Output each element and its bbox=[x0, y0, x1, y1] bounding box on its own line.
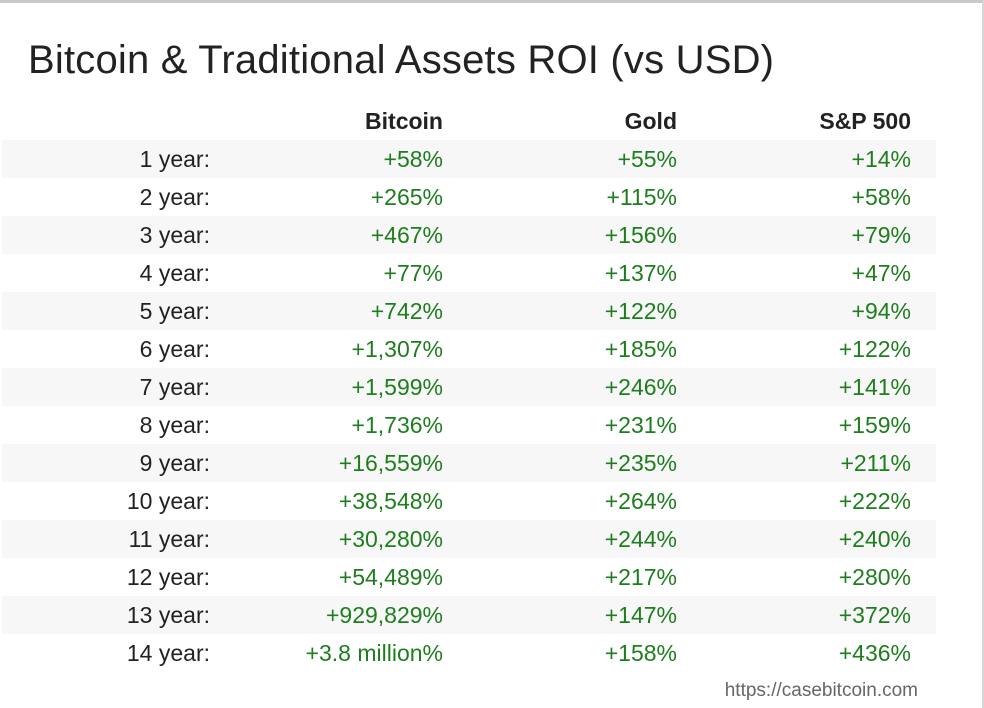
period-label: 3 year: bbox=[139, 221, 210, 248]
header-period bbox=[2, 102, 210, 140]
gold-roi: +217% bbox=[604, 563, 677, 590]
sp500-roi: +159% bbox=[838, 411, 911, 438]
table-row: 1 year: +58% +55% +14% bbox=[2, 140, 936, 178]
row-spacer bbox=[911, 406, 936, 444]
gold-roi: +137% bbox=[604, 259, 677, 286]
header-bitcoin: Bitcoin bbox=[365, 107, 443, 134]
period-label: 8 year: bbox=[139, 411, 210, 438]
table-row: 8 year: +1,736% +231% +159% bbox=[2, 406, 936, 444]
top-divider bbox=[0, 0, 984, 3]
sp500-roi: +58% bbox=[851, 183, 911, 210]
gold-roi: +244% bbox=[604, 525, 677, 552]
row-spacer bbox=[911, 330, 936, 368]
gold-roi: +55% bbox=[617, 145, 677, 172]
bitcoin-roi: +1,736% bbox=[351, 411, 443, 438]
gold-roi: +246% bbox=[604, 373, 677, 400]
period-label: 4 year: bbox=[139, 259, 210, 286]
gold-roi: +147% bbox=[604, 601, 677, 628]
period-label: 13 year: bbox=[126, 601, 210, 628]
gold-roi: +185% bbox=[604, 335, 677, 362]
period-label: 5 year: bbox=[139, 297, 210, 324]
row-spacer bbox=[911, 558, 936, 596]
header-sp500: S&P 500 bbox=[819, 107, 911, 134]
bitcoin-roi: +77% bbox=[383, 259, 443, 286]
gold-roi: +235% bbox=[604, 449, 677, 476]
sp500-roi: +211% bbox=[840, 449, 911, 476]
row-spacer bbox=[911, 254, 936, 292]
sp500-roi: +94% bbox=[851, 297, 911, 324]
bitcoin-roi: +3.8 million% bbox=[305, 639, 443, 666]
sp500-roi: +122% bbox=[838, 335, 911, 362]
row-spacer bbox=[911, 444, 936, 482]
header-gold: Gold bbox=[624, 107, 677, 134]
gold-roi: +158% bbox=[604, 639, 677, 666]
row-spacer bbox=[911, 368, 936, 406]
table-row: 2 year: +265% +115% +58% bbox=[2, 178, 936, 216]
sp500-roi: +79% bbox=[851, 221, 911, 248]
table-row: 3 year: +467% +156% +79% bbox=[2, 216, 936, 254]
bitcoin-roi: +265% bbox=[370, 183, 443, 210]
row-spacer bbox=[911, 178, 936, 216]
period-label: 1 year: bbox=[139, 145, 210, 172]
period-label: 11 year: bbox=[128, 525, 210, 552]
source-link[interactable]: https://casebitcoin.com bbox=[724, 680, 918, 701]
period-label: 14 year: bbox=[126, 639, 210, 666]
gold-roi: +156% bbox=[604, 221, 677, 248]
bitcoin-roi: +30,280% bbox=[338, 525, 443, 552]
period-label: 10 year: bbox=[126, 487, 210, 514]
sp500-roi: +436% bbox=[838, 639, 911, 666]
gold-roi: +122% bbox=[604, 297, 677, 324]
table-row: 9 year: +16,559% +235% +211% bbox=[2, 444, 936, 482]
table-header-row: Bitcoin Gold S&P 500 bbox=[2, 102, 936, 140]
row-spacer bbox=[911, 634, 936, 672]
sp500-roi: +280% bbox=[838, 563, 911, 590]
table-row: 13 year: +929,829% +147% +372% bbox=[2, 596, 936, 634]
bitcoin-roi: +54,489% bbox=[338, 563, 443, 590]
table-row: 11 year: +30,280% +244% +240% bbox=[2, 520, 936, 558]
table-row: 5 year: +742% +122% +94% bbox=[2, 292, 936, 330]
table-row: 14 year: +3.8 million% +158% +436% bbox=[2, 634, 936, 672]
bitcoin-roi: +929,829% bbox=[325, 601, 443, 628]
table-row: 6 year: +1,307% +185% +122% bbox=[2, 330, 936, 368]
bitcoin-roi: +467% bbox=[370, 221, 443, 248]
bitcoin-roi: +742% bbox=[370, 297, 443, 324]
sp500-roi: +47% bbox=[851, 259, 911, 286]
sp500-roi: +240% bbox=[838, 525, 911, 552]
row-spacer bbox=[911, 216, 936, 254]
gold-roi: +115% bbox=[606, 183, 677, 210]
sp500-roi: +222% bbox=[838, 487, 911, 514]
roi-table: Bitcoin Gold S&P 500 1 year: +58% +55% +… bbox=[2, 102, 936, 672]
row-spacer bbox=[911, 596, 936, 634]
gold-roi: +264% bbox=[604, 487, 677, 514]
period-label: 9 year: bbox=[139, 449, 210, 476]
row-spacer bbox=[911, 520, 936, 558]
table-row: 7 year: +1,599% +246% +141% bbox=[2, 368, 936, 406]
bitcoin-roi: +16,559% bbox=[338, 449, 443, 476]
sp500-roi: +372% bbox=[838, 601, 911, 628]
page-title: Bitcoin & Traditional Assets ROI (vs USD… bbox=[28, 38, 775, 82]
right-divider bbox=[982, 0, 984, 708]
period-label: 7 year: bbox=[139, 373, 210, 400]
row-spacer bbox=[911, 482, 936, 520]
period-label: 2 year: bbox=[139, 183, 210, 210]
bitcoin-roi: +38,548% bbox=[338, 487, 443, 514]
table-row: 12 year: +54,489% +217% +280% bbox=[2, 558, 936, 596]
bitcoin-roi: +1,307% bbox=[351, 335, 443, 362]
table-row: 4 year: +77% +137% +47% bbox=[2, 254, 936, 292]
sp500-roi: +141% bbox=[838, 373, 911, 400]
bitcoin-roi: +1,599% bbox=[351, 373, 443, 400]
sp500-roi: +14% bbox=[851, 145, 911, 172]
row-spacer bbox=[911, 140, 936, 178]
table-row: 10 year: +38,548% +264% +222% bbox=[2, 482, 936, 520]
period-label: 12 year: bbox=[126, 563, 210, 590]
row-spacer bbox=[911, 292, 936, 330]
header-spacer bbox=[911, 102, 936, 140]
gold-roi: +231% bbox=[604, 411, 677, 438]
bitcoin-roi: +58% bbox=[383, 145, 443, 172]
period-label: 6 year: bbox=[139, 335, 210, 362]
